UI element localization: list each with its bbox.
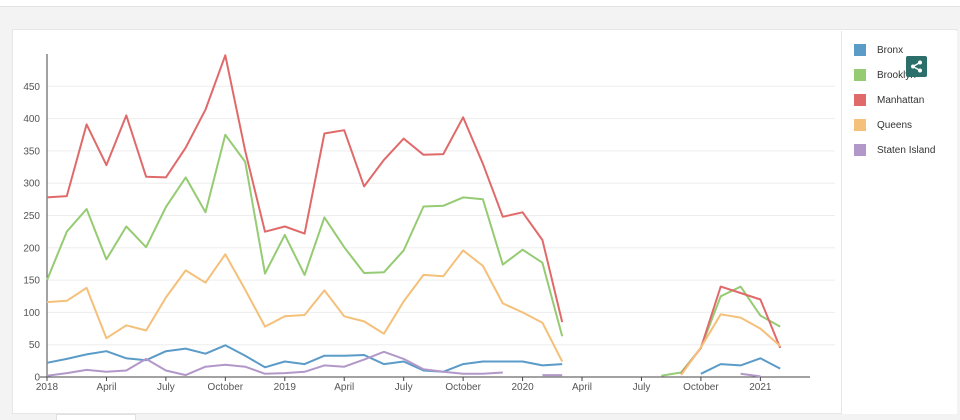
top-bar [0, 0, 960, 7]
series-staten-island [46, 350, 761, 378]
x-tick-label: 2019 [274, 382, 297, 393]
legend-label: Queens [877, 119, 913, 131]
share-icon [911, 60, 922, 73]
x-tick-label: October [445, 382, 481, 393]
legend-label: Manhattan [877, 94, 925, 106]
series-layer [46, 54, 782, 378]
legend-swatch [854, 69, 866, 81]
x-tick-label: October [683, 382, 719, 393]
series-line[interactable] [46, 54, 564, 323]
series-queens [46, 249, 781, 376]
y-tick-label: 350 [23, 146, 40, 157]
x-tick-label: October [208, 382, 244, 393]
y-tick-label: 250 [23, 211, 40, 222]
series-line[interactable] [46, 249, 564, 362]
y-tick-label: 0 [34, 373, 40, 384]
legend-swatch [854, 44, 866, 56]
x-tick-label: July [395, 382, 413, 393]
series-line[interactable] [680, 313, 781, 376]
x-tick-label: April [572, 382, 592, 393]
series-brooklyn [46, 133, 781, 377]
legend-item-brooklyn[interactable]: Brooklyn [854, 68, 916, 82]
y-tick-label: 450 [23, 82, 40, 93]
legend-item-manhattan[interactable]: Manhattan [854, 93, 924, 107]
series-line[interactable] [46, 350, 503, 377]
legend-label: Staten Island [877, 144, 936, 156]
x-tick-label: April [96, 382, 116, 393]
legend-item-staten-island[interactable]: Staten Island [854, 143, 935, 157]
series-line[interactable] [46, 133, 564, 337]
legend-swatch [854, 119, 866, 131]
legend-swatch [854, 144, 866, 156]
y-tick-label: 300 [23, 179, 40, 190]
series-line[interactable] [740, 372, 761, 378]
y-tick-label: 200 [23, 243, 40, 254]
series-bronx [46, 344, 781, 375]
y-tick-label: 100 [23, 308, 40, 319]
series-manhattan [46, 54, 782, 375]
x-tick-label: 2018 [36, 382, 59, 393]
legend-item-bronx[interactable]: Bronx [854, 43, 903, 57]
share-button[interactable] [906, 56, 927, 77]
x-tick-label: April [334, 382, 354, 393]
legend-item-queens[interactable]: Queens [854, 118, 912, 132]
x-tick-label: July [157, 382, 175, 393]
y-tick-label: 50 [29, 340, 41, 351]
legend: Bronx Brooklyn Manhattan Queens Staten I… [841, 31, 957, 414]
x-tick-label: 2020 [511, 382, 534, 393]
legend-label: Brooklyn [877, 69, 916, 81]
x-tick-label: July [633, 382, 651, 393]
axes: 0 50 100 150 200 250 300 350 400 450 2018 April July… [23, 54, 810, 393]
bottom-tab[interactable] [56, 414, 136, 420]
series-line[interactable] [46, 344, 563, 373]
series-line[interactable] [700, 357, 781, 375]
legend-swatch [854, 94, 866, 106]
grid-lines [47, 85, 835, 346]
y-tick-label: 400 [23, 114, 40, 125]
legend-label: Bronx [877, 44, 904, 56]
y-tick-label: 150 [23, 276, 40, 287]
x-tick-label: 2021 [749, 382, 772, 393]
